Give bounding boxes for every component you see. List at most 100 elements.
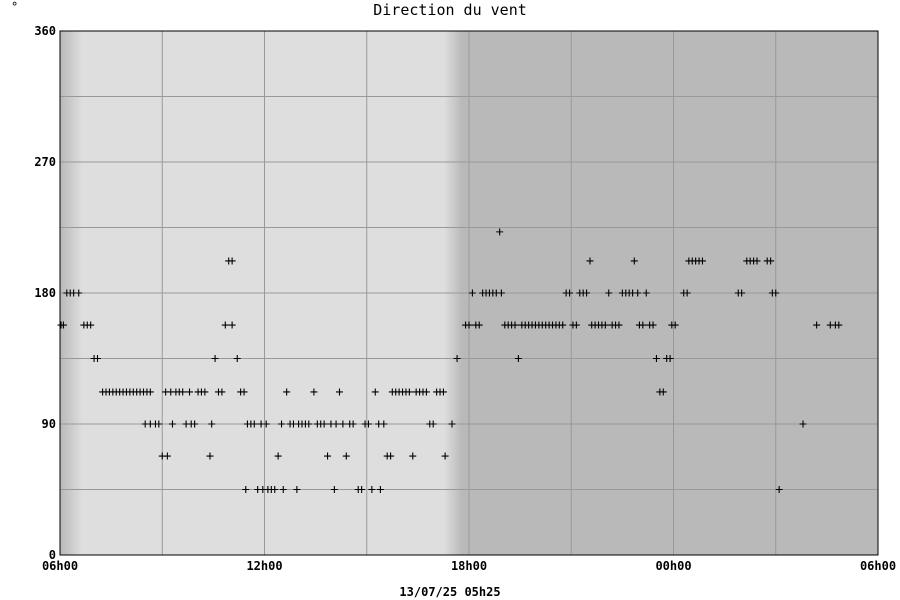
data-point — [666, 355, 674, 362]
y-tick-label: 270 — [34, 155, 56, 169]
data-point — [376, 486, 384, 493]
data-point — [572, 321, 580, 329]
data-point — [772, 289, 780, 297]
x-tick-label: 00h00 — [655, 559, 691, 573]
data-point — [342, 452, 350, 460]
data-point — [738, 289, 746, 297]
data-point — [335, 388, 343, 396]
data-point — [659, 388, 667, 396]
data-point — [242, 486, 250, 493]
data-point — [179, 388, 187, 396]
data-point — [228, 257, 236, 265]
y-unit-label: ° — [11, 0, 18, 14]
data-point — [559, 321, 567, 329]
data-point — [439, 388, 447, 396]
data-point — [364, 420, 372, 428]
data-points — [57, 228, 843, 493]
data-point — [652, 355, 660, 362]
data-point — [441, 452, 449, 460]
data-point — [634, 289, 642, 297]
data-point — [601, 321, 609, 329]
data-point — [358, 486, 366, 493]
data-point — [191, 420, 199, 428]
data-point — [753, 257, 761, 265]
x-tick-label: 12h00 — [246, 559, 282, 573]
data-point — [206, 452, 214, 460]
data-point — [496, 228, 504, 236]
data-point — [218, 388, 226, 396]
data-point — [240, 388, 248, 396]
data-point — [163, 452, 171, 460]
data-point — [698, 257, 706, 265]
data-point — [75, 289, 83, 297]
data-point — [683, 289, 691, 297]
data-point — [514, 355, 522, 362]
data-point — [59, 321, 67, 329]
data-point — [387, 452, 395, 460]
data-point — [201, 388, 209, 396]
data-point — [409, 452, 417, 460]
chart-title: Direction du vent — [373, 1, 527, 19]
data-point — [330, 486, 338, 493]
data-point — [639, 321, 647, 329]
data-point — [155, 420, 163, 428]
data-point — [371, 388, 379, 396]
data-point — [671, 321, 679, 329]
data-point — [221, 321, 229, 329]
data-point — [274, 452, 282, 460]
data-point — [233, 355, 241, 362]
data-point — [332, 420, 340, 428]
data-point — [605, 289, 613, 297]
y-tick-label: 180 — [34, 286, 56, 300]
timestamp-footer: 13/07/25 05h25 — [399, 585, 500, 599]
data-point — [208, 420, 216, 428]
data-point — [642, 289, 650, 297]
data-point — [93, 355, 101, 362]
data-point — [87, 321, 95, 329]
data-point — [465, 321, 473, 329]
data-point — [168, 420, 176, 428]
data-point — [305, 420, 313, 428]
y-tick-label: 360 — [34, 24, 56, 38]
data-point — [468, 289, 476, 297]
x-tick-label: 06h00 — [42, 559, 78, 573]
data-point — [615, 321, 623, 329]
data-point — [146, 388, 154, 396]
data-point — [278, 420, 286, 428]
y-tick-label: 90 — [42, 417, 56, 431]
data-point — [368, 486, 376, 493]
x-tick-label: 18h00 — [451, 559, 487, 573]
data-point — [380, 420, 388, 428]
data-point — [271, 486, 279, 493]
data-point — [649, 321, 657, 329]
data-point — [429, 420, 437, 428]
data-point — [262, 420, 270, 428]
data-point — [586, 257, 594, 265]
data-point — [324, 452, 332, 460]
data-point — [349, 420, 357, 428]
data-point — [453, 355, 461, 362]
data-point — [293, 486, 301, 493]
data-point — [630, 257, 638, 265]
y-tick-label: 0 — [49, 548, 56, 562]
data-point — [283, 388, 291, 396]
data-point — [835, 321, 843, 329]
data-point — [310, 388, 318, 396]
data-point — [799, 420, 807, 428]
data-point — [583, 289, 591, 297]
data-point — [279, 486, 287, 493]
data-point — [422, 388, 430, 396]
data-point — [448, 420, 456, 428]
data-point — [775, 486, 783, 493]
data-point — [767, 257, 775, 265]
data-point — [186, 388, 194, 396]
data-point — [228, 321, 236, 329]
data-point — [566, 289, 574, 297]
data-point — [339, 420, 347, 428]
data-point — [497, 289, 505, 297]
data-point — [813, 321, 821, 329]
plot-frame — [59, 30, 879, 556]
data-point — [405, 388, 413, 396]
data-point — [250, 420, 258, 428]
